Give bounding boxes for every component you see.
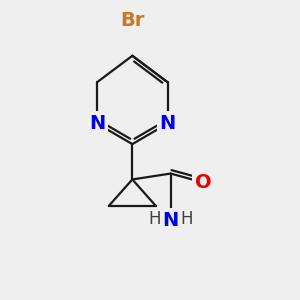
Text: Br: Br xyxy=(120,11,145,30)
Text: N: N xyxy=(160,114,176,133)
Text: H: H xyxy=(148,210,161,228)
Text: N: N xyxy=(89,114,105,133)
Text: H: H xyxy=(181,210,193,228)
Text: N: N xyxy=(163,211,179,230)
Text: O: O xyxy=(195,173,211,192)
